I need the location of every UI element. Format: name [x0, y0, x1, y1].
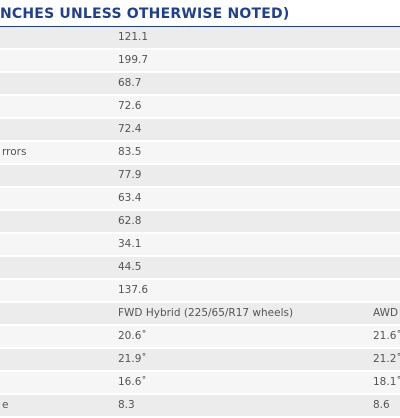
row-value: 199.7: [118, 54, 149, 66]
row-value: 77.9: [118, 169, 142, 181]
table-row: 121.1: [0, 27, 400, 50]
row-value-2: 18.1˚: [373, 376, 400, 388]
table-row: 16.6˚ 18.1˚: [0, 372, 400, 395]
row-label: rrors: [2, 146, 27, 158]
table-row: 20.6˚ 21.6˚: [0, 326, 400, 349]
table-row: FWD Hybrid (225/65/R17 wheels) AWD: [0, 303, 400, 326]
table-row: 63.4: [0, 188, 400, 211]
row-value-2: 8.6: [373, 399, 390, 411]
row-value: 72.6: [118, 100, 142, 112]
row-value: 83.5: [118, 146, 142, 158]
table-row: e 8.3 8.6: [0, 395, 400, 418]
table-row: 34.1: [0, 234, 400, 257]
table-row: 68.7: [0, 73, 400, 96]
row-value: 63.4: [118, 192, 142, 204]
table-row: 199.7: [0, 50, 400, 73]
table-row: 72.6: [0, 96, 400, 119]
table-title: NCHES UNLESS OTHERWISE NOTED): [0, 6, 290, 22]
row-value-2: AWD: [373, 307, 399, 319]
row-value: 20.6˚: [118, 330, 147, 342]
table-row: 77.9: [0, 165, 400, 188]
row-value: 137.6: [118, 284, 149, 296]
table-row: 21.9˚ 21.2˚: [0, 349, 400, 372]
row-value: 16.6˚: [118, 376, 147, 388]
row-value: 21.9˚: [118, 353, 147, 365]
table-row: 137.6: [0, 280, 400, 303]
table-row: rrors 83.5: [0, 142, 400, 165]
table: 121.1 199.7 68.7 72.6 72.4 rrors 83.5 77.9 63.4 6…: [0, 27, 400, 418]
row-value-2: 21.6˚: [373, 330, 400, 342]
row-value: 68.7: [118, 77, 142, 89]
row-value: 72.4: [118, 123, 142, 135]
row-value: 8.3: [118, 399, 135, 411]
page: NCHES UNLESS OTHERWISE NOTED) 121.1 199.7…: [0, 6, 400, 418]
row-value: 44.5: [118, 261, 142, 273]
row-value: FWD Hybrid (225/65/R17 wheels): [118, 307, 294, 319]
row-value: 34.1: [118, 238, 142, 250]
table-row: 44.5: [0, 257, 400, 280]
title-rule: [0, 26, 400, 27]
table-row: 72.4: [0, 119, 400, 142]
row-value-2: 21.2˚: [373, 353, 400, 365]
row-label: e: [2, 399, 9, 411]
table-row: 62.8: [0, 211, 400, 234]
row-value: 62.8: [118, 215, 142, 227]
row-value: 121.1: [118, 31, 149, 43]
